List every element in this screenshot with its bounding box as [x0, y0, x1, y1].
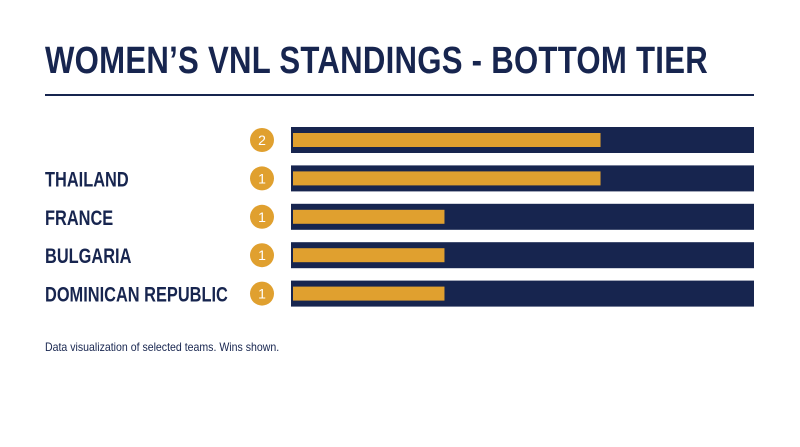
value-label: 1: [258, 209, 266, 225]
title-divider: [45, 94, 754, 96]
category-label: BULGARIA: [45, 244, 132, 267]
value-label: 1: [258, 247, 266, 263]
chart-title: WOMEN’S VNL STANDINGS - BOTTOM TIER: [45, 40, 708, 82]
footnote: Data visualization of selected teams. Wi…: [45, 340, 280, 354]
bar: [293, 209, 445, 224]
value-badge: [250, 204, 274, 229]
bar: [293, 248, 445, 263]
value-badge: [250, 243, 274, 268]
value-label: 1: [258, 286, 266, 302]
value-badge: [250, 166, 274, 191]
value-badge: [250, 281, 274, 306]
bar: [293, 133, 601, 147]
bar: [293, 286, 445, 301]
value-label: 2: [258, 132, 266, 148]
category-label: DOMINICAN REPUBLIC: [45, 283, 228, 306]
category-label: THAILAND: [45, 167, 129, 190]
value-label: 1: [258, 170, 266, 186]
category-label: FRANCE: [45, 206, 113, 229]
bar: [293, 171, 601, 186]
value-badge: [250, 128, 274, 152]
